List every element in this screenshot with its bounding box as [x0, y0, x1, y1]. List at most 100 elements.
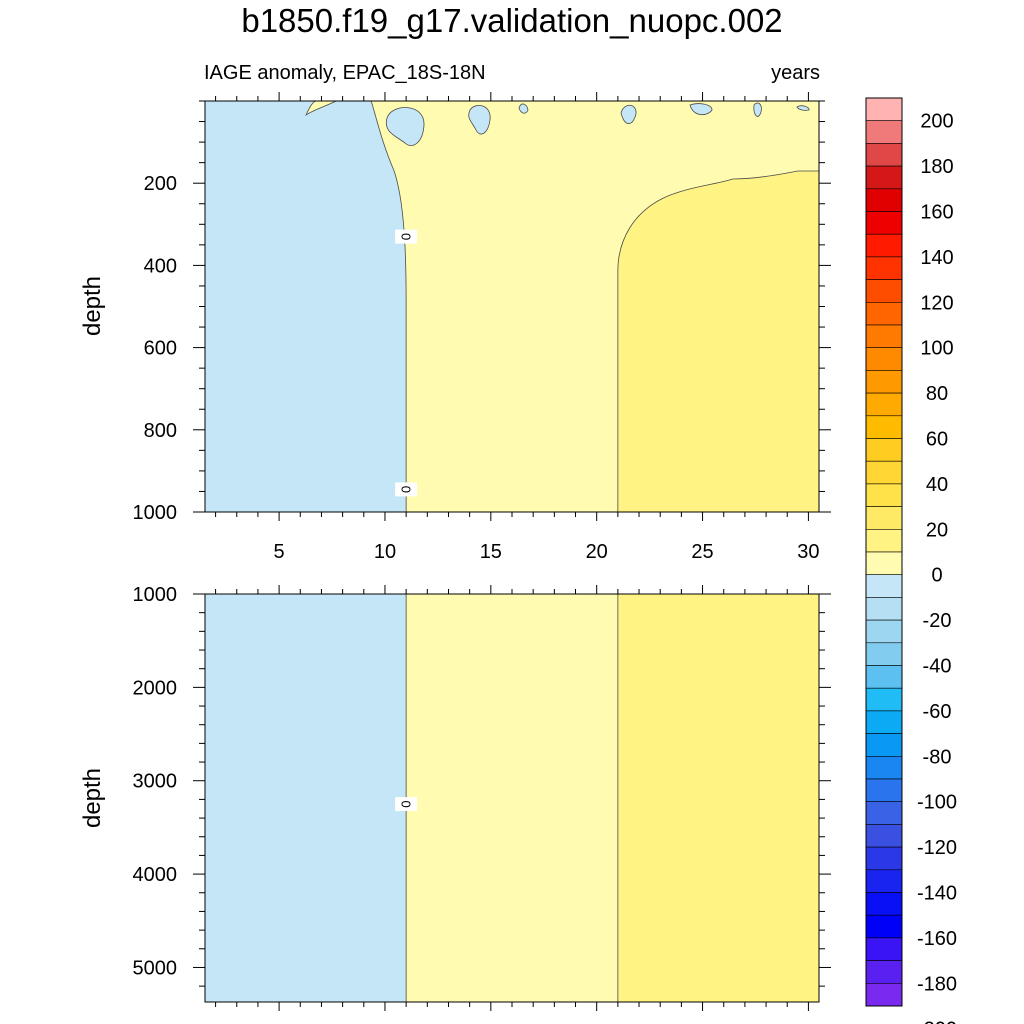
colorbar-swatch: [865, 574, 903, 598]
lower-zone-moderately-positive: [617, 594, 819, 1002]
colorbar-label: -60: [923, 701, 952, 723]
colorbar-swatch: [865, 710, 903, 734]
colorbar-label: 40: [926, 474, 948, 496]
colorbar-label: 60: [926, 429, 948, 451]
colorbar-swatch: [865, 528, 903, 553]
colorbar-swatch: [865, 301, 903, 326]
y-tick-label: 600: [144, 338, 177, 360]
colorbar-swatch: [865, 824, 903, 848]
contour-label-bg: [395, 797, 418, 812]
y-tick-label: 2000: [133, 677, 178, 699]
y-tick-label: 3000: [133, 771, 178, 793]
colorbar-swatch: [865, 846, 903, 871]
colorbar-label: -120: [917, 837, 957, 859]
colorbar: [865, 97, 903, 1007]
colorbar-swatch: [865, 597, 903, 621]
colorbar-swatch: [865, 279, 903, 303]
colorbar-swatch: [865, 801, 903, 825]
colorbar-swatch: [865, 233, 903, 258]
colorbar-swatch: [865, 370, 903, 394]
colorbar-swatch: [865, 892, 903, 916]
upper-negative-patch: [468, 105, 491, 135]
colorbar-swatch: [865, 733, 903, 757]
upper-negative-patch: [689, 103, 713, 116]
upper-panel: [204, 100, 820, 513]
contour-label-bg: [395, 229, 418, 244]
colorbar-swatch: [865, 347, 903, 371]
chart-subtitle-units: years: [771, 62, 820, 84]
colorbar-label: -140: [917, 883, 957, 905]
colorbar-swatch: [865, 211, 903, 235]
colorbar-frame: [865, 97, 903, 1007]
upper-negative-patch: [753, 102, 762, 117]
colorbar-label: -80: [923, 746, 952, 768]
colorbar-label: 100: [920, 338, 953, 360]
colorbar-swatch: [865, 506, 903, 530]
upper-negative-patch: [796, 105, 810, 111]
contour-label: 0: [399, 233, 414, 240]
y-tick-label: 200: [144, 173, 177, 195]
colorbar-swatch: [865, 982, 903, 1007]
contour-label-bg: [395, 482, 418, 497]
upper-zone-negative: [204, 100, 407, 513]
lower-zone-slightly-positive: [406, 594, 618, 1002]
colorbar-label: 120: [920, 292, 953, 314]
colorbar-swatch: [865, 460, 903, 485]
y-axis-label: depth: [79, 276, 106, 336]
colorbar-swatch: [865, 551, 903, 576]
colorbar-swatch: [865, 324, 903, 349]
lower-panel: [204, 593, 820, 1003]
colorbar-swatch: [865, 256, 903, 280]
x-tick-label: 25: [691, 541, 713, 563]
upper-negative-patch: [620, 104, 637, 125]
colorbar-label: 20: [926, 519, 948, 541]
colorbar-label: -160: [917, 928, 957, 950]
contour-label: 0: [399, 800, 414, 807]
colorbar-label: 0: [931, 565, 942, 587]
y-tick-label: 1000: [133, 584, 178, 606]
y-axis-label: depth: [79, 768, 106, 828]
y-tick-label: 800: [144, 420, 177, 442]
colorbar-swatch: [865, 120, 903, 144]
colorbar-swatch: [865, 392, 903, 417]
upper-zone-moderately-positive: [617, 170, 820, 513]
colorbar-swatch: [865, 665, 903, 689]
colorbar-label: -20: [923, 610, 952, 632]
colorbar-swatch: [865, 755, 903, 780]
colorbar-label: 140: [920, 247, 953, 269]
colorbar-swatch: [865, 415, 903, 439]
colorbar-swatch: [865, 619, 903, 644]
colorbar-swatch: [865, 642, 903, 666]
colorbar-swatch: [865, 165, 903, 190]
y-tick-label: 400: [144, 255, 177, 277]
colorbar-label: -200: [917, 1019, 957, 1024]
colorbar-label: 200: [920, 111, 953, 133]
colorbar-swatch: [865, 97, 903, 122]
colorbar-swatch: [865, 869, 903, 893]
x-tick-label: 20: [586, 541, 608, 563]
colorbar-label: 180: [920, 156, 953, 178]
y-tick-label: 5000: [133, 957, 178, 979]
x-tick-label: 5: [274, 541, 285, 563]
chart-title: b1850.f19_g17.validation_nuopc.002: [241, 2, 783, 39]
x-tick-label: 30: [797, 541, 819, 563]
colorbar-swatch: [865, 188, 903, 212]
colorbar-swatch: [865, 687, 903, 712]
colorbar-label: -100: [917, 792, 957, 814]
colorbar-swatch: [865, 438, 903, 462]
lower-zone-negative: [205, 594, 407, 1002]
contour-label: 0: [399, 486, 414, 493]
upper-negative-patch: [385, 107, 425, 146]
colorbar-swatch: [865, 778, 903, 803]
colorbar-swatch: [865, 483, 903, 507]
colorbar-label: -40: [923, 656, 952, 678]
y-tick-label: 4000: [133, 864, 178, 886]
colorbar-swatch: [865, 960, 903, 984]
colorbar-label: 80: [926, 383, 948, 405]
x-tick-label: 10: [374, 541, 396, 563]
colorbar-swatch: [865, 937, 903, 961]
x-tick-label: 15: [480, 541, 502, 563]
colorbar-swatch: [865, 143, 903, 167]
colorbar-swatch: [865, 914, 903, 939]
upper-negative-patch: [518, 103, 529, 114]
